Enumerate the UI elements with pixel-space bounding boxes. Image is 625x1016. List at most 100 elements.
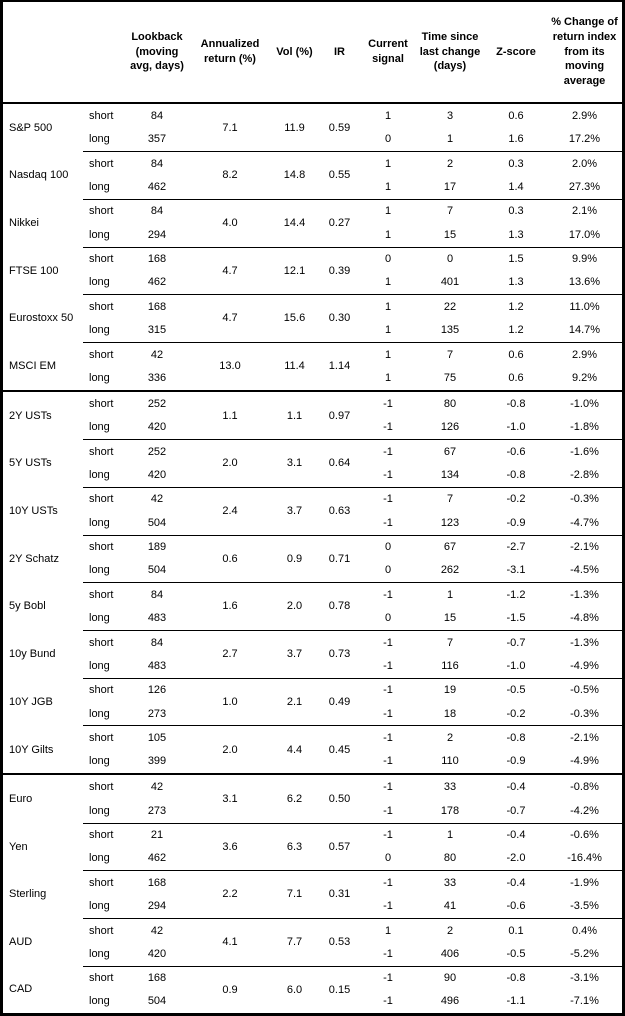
asset-row-long: long 336 1 75 0.6 9.2% — [3, 366, 622, 391]
trend-signals-table: Lookback (moving avg, days) Annualized r… — [3, 2, 622, 1013]
period-label: long — [89, 900, 110, 913]
asset-row-short: 10Y Gilts short 105 2.0 4.4 0.45 -1 2 -0.8 -2.1% — [3, 725, 622, 775]
lookback-value: 168 — [125, 246, 189, 271]
period-label: short — [83, 917, 125, 943]
annualized-return-value: 4.0 — [189, 198, 271, 247]
asset-name: 10Y USTs — [9, 505, 58, 518]
pct-change-value: 2.1% — [547, 198, 622, 224]
asset-row-long: long 399 -1 110 -0.9 -4.9% — [3, 750, 622, 775]
lookback-value: 105 — [125, 725, 189, 750]
vol-value: 3.1 — [271, 439, 318, 488]
asset-row-long: long 462 1 17 1.4 27.3% — [3, 175, 622, 199]
zscore-value: -0.4 — [485, 773, 547, 800]
pct-change-value: -0.3% — [547, 486, 622, 512]
ir-value: 0.27 — [318, 198, 361, 247]
pct-change-value: -2.8% — [570, 469, 599, 482]
signal-value: -1 — [383, 469, 393, 482]
pct-change-value: 9.2% — [571, 372, 598, 385]
time-since-value: 22 — [415, 294, 485, 319]
time-since-value: 110 — [441, 755, 459, 768]
lookback-value: 84 — [125, 151, 189, 176]
lookback-value: 252 — [125, 439, 189, 464]
vol-value: 15.6 — [271, 294, 318, 343]
pct-change-value: -4.8% — [570, 612, 599, 625]
zscore-value: 1.3 — [508, 228, 524, 241]
pct-change-value: -5.2% — [570, 947, 599, 960]
header-row: Lookback (moving avg, days) Annualized r… — [3, 2, 622, 104]
asset-name: 5y Bobl — [9, 600, 46, 613]
asset-row-short: MSCI EM short 42 13.0 11.4 1.14 1 7 0.6 2.9% — [3, 341, 622, 391]
signal-value: -1 — [361, 822, 415, 847]
period-label: short — [83, 246, 125, 271]
signal-value: 1 — [361, 151, 415, 176]
header-annualized-return: Annualized return (%) — [189, 2, 271, 104]
asset-row-long: long 483 0 15 -1.5 -4.8% — [3, 607, 622, 631]
asset-row-long: long 504 -1 123 -0.9 -4.7% — [3, 511, 622, 535]
lookback-value: 84 — [125, 629, 189, 655]
zscore-value: 0.3 — [485, 151, 547, 176]
lookback-value: 420 — [147, 421, 167, 434]
signal-value: 1 — [384, 324, 392, 337]
vol-value: 0.9 — [271, 534, 318, 583]
lookback-value: 336 — [147, 372, 167, 385]
pct-change-value: -1.6% — [547, 439, 622, 464]
ir-value: 0.53 — [318, 917, 361, 967]
pct-change-value: -4.2% — [570, 804, 599, 817]
time-since-value: 178 — [440, 804, 460, 817]
lookback-value: 189 — [125, 534, 189, 559]
lookback-value: 168 — [125, 870, 189, 895]
ir-value: 0.64 — [318, 439, 361, 488]
ir-value: 0.71 — [318, 534, 361, 583]
lookback-value: 126 — [125, 677, 189, 702]
annualized-return-value: 4.7 — [189, 246, 271, 295]
time-since-value: 7 — [415, 341, 485, 367]
period-label: long — [89, 564, 110, 577]
time-since-value: 2 — [415, 151, 485, 176]
asset-name: AUD — [9, 936, 33, 949]
asset-row-short: S&P 500 short 84 7.1 11.9 0.59 1 3 0.6 2.9% — [3, 102, 622, 152]
pct-change-value: -4.7% — [570, 516, 599, 529]
signal-value: -1 — [383, 659, 393, 672]
zscore-value: -1.0 — [506, 659, 526, 672]
lookback-value: 420 — [147, 947, 167, 960]
zscore-value: 1.2 — [485, 294, 547, 319]
vol-value: 7.7 — [271, 917, 318, 967]
lookback-value: 462 — [147, 276, 167, 289]
lookback-value: 42 — [125, 486, 189, 512]
header-vol: Vol (%) — [271, 2, 318, 104]
zscore-value: -1.1 — [506, 995, 526, 1008]
period-label: short — [83, 773, 125, 800]
annualized-return-value: 4.7 — [189, 294, 271, 343]
zscore-value: -0.8 — [485, 965, 547, 990]
pct-change-value: 2.0% — [547, 151, 622, 176]
time-since-value: 17 — [443, 181, 457, 194]
signal-value: -1 — [361, 725, 415, 750]
zscore-value: -0.8 — [485, 390, 547, 416]
ir-value: 0.49 — [318, 677, 361, 726]
lookback-value: 168 — [125, 294, 189, 319]
asset-name: CAD — [9, 983, 33, 996]
time-since-value: 67 — [415, 439, 485, 464]
pct-change-value: -4.5% — [570, 564, 599, 577]
ir-value: 0.73 — [318, 629, 361, 679]
vol-value: 3.7 — [271, 486, 318, 535]
zscore-value: 0.6 — [485, 341, 547, 367]
zscore-value: -0.6 — [485, 439, 547, 464]
period-label: short — [83, 870, 125, 895]
period-label: long — [89, 612, 110, 625]
asset-row-short: Euro short 42 3.1 6.2 0.50 -1 33 -0.4 -0.8% — [3, 773, 622, 823]
asset-row-short: 2Y USTs short 252 1.1 1.1 0.97 -1 80 -0.8 -1.0% — [3, 390, 622, 440]
time-since-value: 1 — [446, 133, 454, 146]
vol-value: 3.7 — [271, 629, 318, 679]
zscore-value: -0.4 — [485, 870, 547, 895]
lookback-value: 462 — [147, 852, 167, 865]
ir-value: 0.15 — [318, 965, 361, 1013]
period-label: short — [83, 534, 125, 559]
lookback-value: 483 — [147, 612, 167, 625]
signal-value: -1 — [361, 582, 415, 607]
signal-value: -1 — [383, 900, 393, 913]
asset-name: Nikkei — [9, 217, 39, 230]
annualized-return-value: 3.1 — [189, 773, 271, 823]
period-label: long — [89, 755, 110, 768]
period-label: long — [89, 421, 110, 434]
